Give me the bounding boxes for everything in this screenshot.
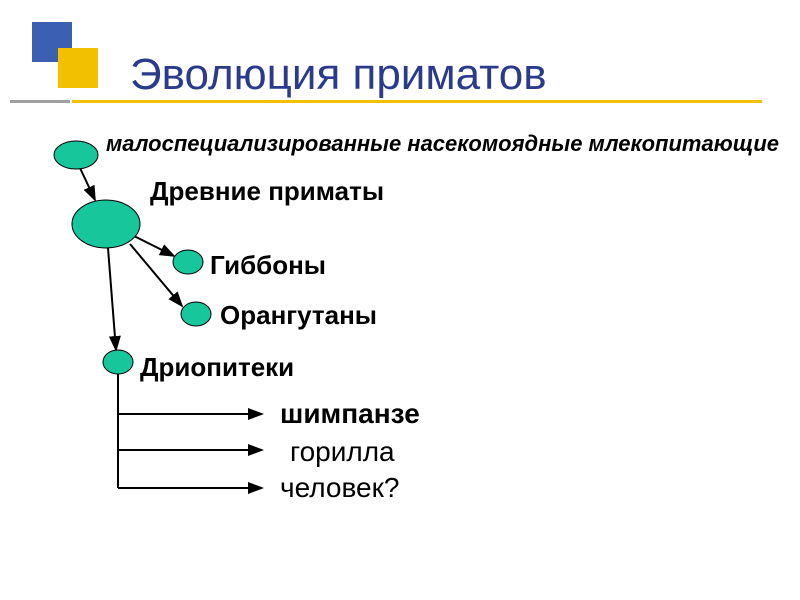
tree-arrow (130, 244, 182, 306)
tree-node-primates (72, 200, 140, 248)
label-orangutans: Орангутаны (220, 300, 377, 331)
tree-node-root (54, 141, 98, 169)
tree-arrow (108, 248, 116, 350)
tree-node-dryopithecus (103, 350, 133, 374)
tree-arrow (134, 236, 174, 256)
label-human: человек? (280, 472, 399, 504)
label-primates: Древние приматы (150, 176, 384, 207)
label-dryopithecus: Дриопитеки (140, 352, 294, 383)
label-gibbons: Гиббоны (210, 250, 326, 281)
label-root: малоспециализированные насекомоядные мле… (106, 131, 779, 157)
tree-node-orangutans (181, 302, 211, 326)
slide: Эволюция приматов малоспециализированные… (0, 0, 800, 600)
label-chimp: шимпанзе (280, 398, 420, 430)
tree-node-gibbons (173, 250, 203, 274)
diagram-canvas (0, 0, 800, 600)
tree-arrow (80, 168, 95, 200)
label-gorilla: горилла (290, 436, 395, 468)
